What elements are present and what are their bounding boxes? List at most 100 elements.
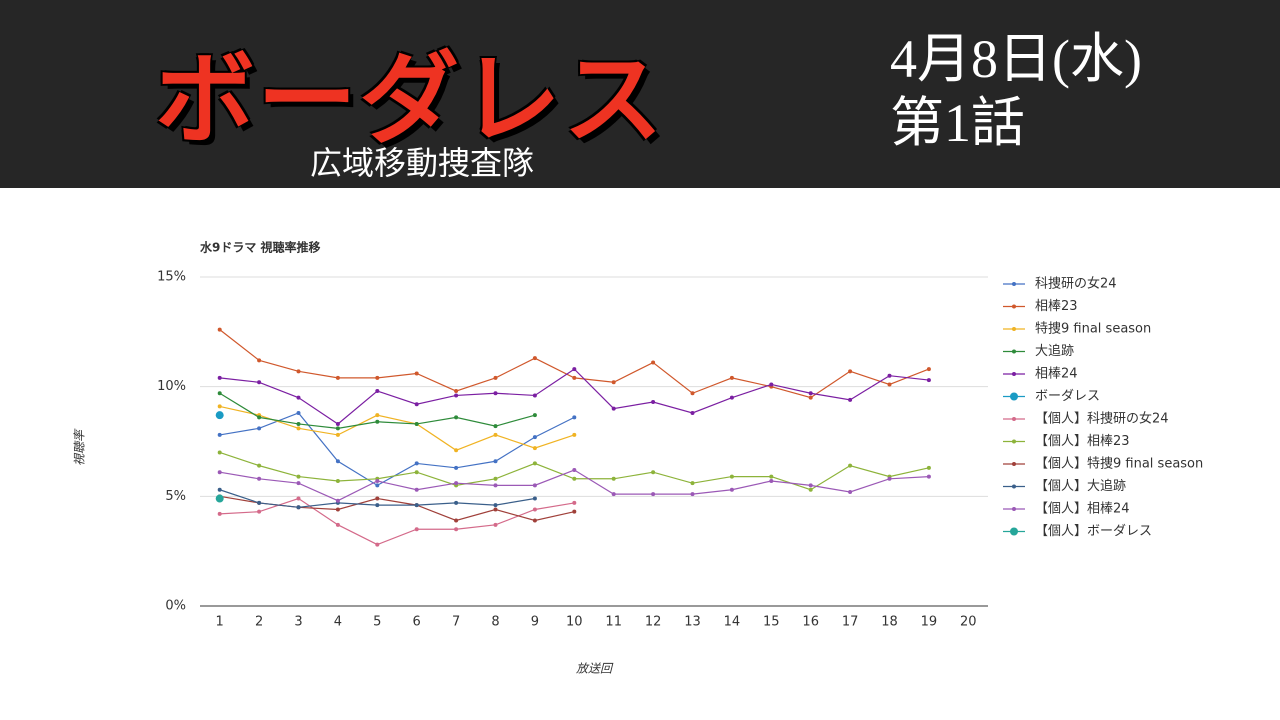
data-point <box>454 481 459 486</box>
data-point <box>690 492 695 497</box>
legend-dot <box>1012 507 1016 511</box>
data-point <box>296 410 301 415</box>
x-tick-label: 18 <box>881 615 898 630</box>
data-point <box>335 507 340 512</box>
data-point <box>572 415 577 420</box>
data-point <box>375 503 380 508</box>
data-point <box>217 327 222 332</box>
legend-label: 大追跡 <box>1035 343 1074 359</box>
data-point <box>493 375 498 380</box>
data-point <box>493 424 498 429</box>
data-point <box>217 375 222 380</box>
data-point <box>887 476 892 481</box>
data-point <box>217 487 222 492</box>
data-point <box>296 395 301 400</box>
data-point <box>335 478 340 483</box>
data-point <box>926 367 931 372</box>
data-point <box>414 503 419 508</box>
data-point <box>493 391 498 396</box>
data-point <box>690 481 695 486</box>
legend-label: 相棒24 <box>1035 367 1078 382</box>
data-point <box>926 465 931 470</box>
data-point <box>808 487 813 492</box>
series-line <box>219 405 575 451</box>
data-point <box>808 391 813 396</box>
data-point <box>257 500 262 505</box>
data-point <box>532 483 537 488</box>
data-point <box>335 498 340 503</box>
data-point <box>454 393 459 398</box>
data-point <box>454 527 459 532</box>
legend-label: 【個人】大追跡 <box>1035 478 1126 494</box>
data-point <box>375 478 380 483</box>
data-point <box>335 375 340 380</box>
x-tick-label: 14 <box>724 615 741 630</box>
x-tick-label: 19 <box>921 615 938 630</box>
data-point <box>651 360 656 365</box>
series-line <box>219 329 930 399</box>
data-point <box>690 391 695 396</box>
chart-title: 水9ドラマ 視聴率推移 <box>200 240 321 255</box>
data-point <box>493 432 498 437</box>
data-point <box>257 415 262 420</box>
y-tick-label: 5% <box>165 489 186 504</box>
data-point <box>217 391 222 396</box>
data-point <box>215 494 224 503</box>
legend-label: ボーダレス <box>1035 389 1100 404</box>
legend-dot <box>1012 304 1016 309</box>
data-point <box>729 474 734 479</box>
y-axis-label: 視聴率 <box>73 428 87 466</box>
data-point <box>375 389 380 394</box>
data-point <box>493 503 498 508</box>
data-point <box>532 413 537 418</box>
data-point <box>217 432 222 437</box>
x-tick-label: 1 <box>216 615 224 630</box>
legend-dot <box>1010 392 1018 401</box>
data-point <box>611 380 616 385</box>
data-point <box>454 389 459 394</box>
data-point <box>532 507 537 512</box>
data-point <box>335 522 340 527</box>
data-point <box>493 476 498 481</box>
data-point <box>926 474 931 479</box>
data-point <box>611 476 616 481</box>
data-point <box>532 356 537 361</box>
data-point <box>887 382 892 387</box>
data-point <box>375 413 380 418</box>
data-point <box>414 371 419 376</box>
x-tick-label: 15 <box>763 615 780 630</box>
data-point <box>454 415 459 420</box>
data-point <box>414 527 419 532</box>
legend-dot <box>1012 327 1016 331</box>
data-point <box>848 369 853 374</box>
data-point <box>335 432 340 437</box>
data-point <box>532 446 537 451</box>
data-point <box>493 483 498 488</box>
series-line <box>219 495 575 522</box>
header: ボーダレス 広域移動捜査隊 4月8日(水) 第1話 <box>0 0 1280 188</box>
data-point <box>532 435 537 440</box>
data-point <box>572 509 577 514</box>
data-point <box>296 421 301 426</box>
legend-dot <box>1012 417 1016 421</box>
data-point <box>375 375 380 380</box>
data-point <box>335 459 340 464</box>
data-point <box>887 373 892 378</box>
legend-dot <box>1012 462 1016 466</box>
legend-dot <box>1012 484 1016 489</box>
data-point <box>296 369 301 374</box>
data-point <box>651 400 656 405</box>
x-tick-label: 8 <box>491 615 499 630</box>
air-date: 4月8日(水) <box>890 29 1142 89</box>
y-tick-label: 10% <box>157 379 186 394</box>
data-point <box>769 382 774 387</box>
data-point <box>217 470 222 475</box>
episode: 第1話 <box>890 93 1025 153</box>
data-point <box>296 505 301 510</box>
legend-dot <box>1012 282 1016 286</box>
x-tick-label: 16 <box>802 615 819 630</box>
data-point <box>217 404 222 409</box>
data-point <box>572 468 577 473</box>
data-point <box>532 496 537 501</box>
